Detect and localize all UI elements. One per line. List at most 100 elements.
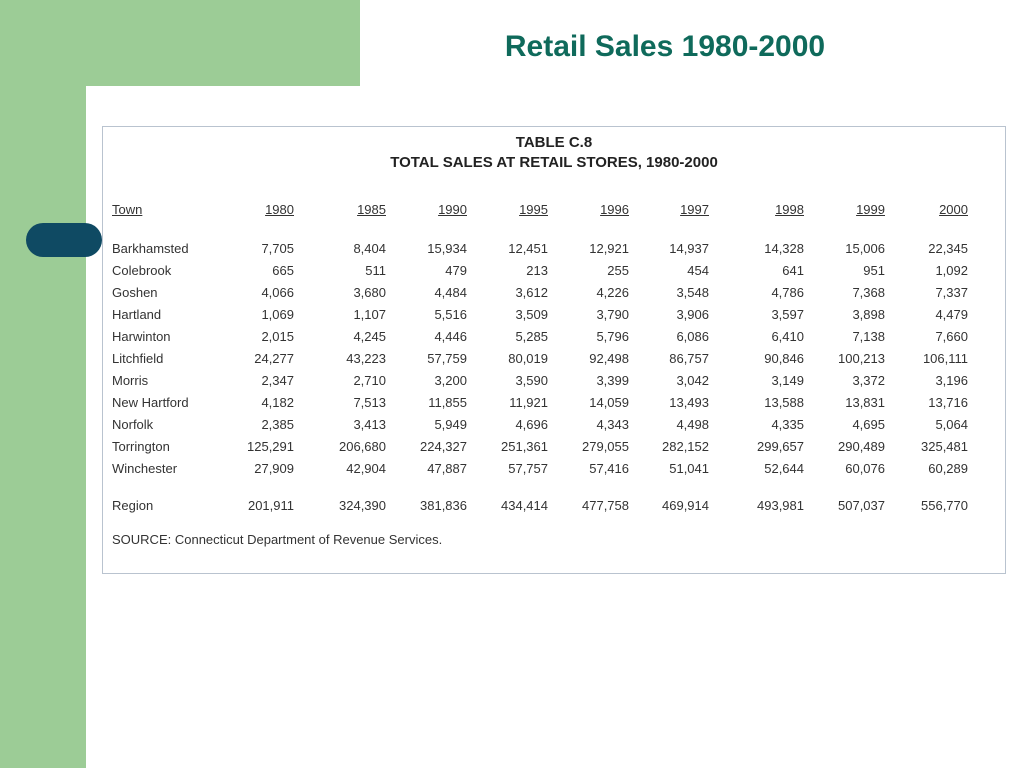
sales-value-cell: 13,716 [928,394,968,410]
town-name-cell: Norfolk [112,416,154,432]
column-header-town: Town [112,201,143,217]
table-row: Colebrook 665 511 479 213 255 454 641 951 1,092 [112,259,968,281]
retail-sales-table-image: TABLE C.8 TOTAL SALES AT RETAIL STORES, … [102,126,1006,574]
sales-value-cell: 3,149 [771,372,804,388]
column-header-1980: 1980 [265,201,294,217]
town-name-cell: Morris [112,372,149,388]
sales-value-cell: 6,086 [676,328,709,344]
sales-value-cell: 493,981 [757,497,804,513]
sales-value-cell: 14,937 [669,240,709,256]
sales-value-cell: 2,015 [261,328,294,344]
town-name-cell: Region [112,497,154,513]
sales-value-cell: 3,906 [676,306,709,322]
sales-value-cell: 4,498 [676,416,709,432]
sales-value-cell: 100,213 [838,350,885,366]
table-row: Litchfield 24,277 43,223 57,759 80,019 92,498… [112,347,968,369]
sales-value-cell: 13,831 [845,394,885,410]
sales-value-cell: 299,657 [757,438,804,454]
sales-value-cell: 3,548 [676,284,709,300]
sales-value-cell: 3,042 [676,372,709,388]
sales-value-cell: 3,790 [596,306,629,322]
sales-value-cell: 7,705 [261,240,294,256]
sales-value-cell: 3,196 [935,372,968,388]
sales-value-cell: 57,759 [427,350,467,366]
town-name-cell: Colebrook [112,262,172,278]
sales-value-cell: 3,509 [515,306,548,322]
sales-value-cell: 13,588 [764,394,804,410]
sales-value-cell: 511 [365,262,386,278]
table-row: Harwinton 2,015 4,245 4,446 5,285 5,796 6,086 6… [112,325,968,347]
sales-value-cell: 4,446 [434,328,467,344]
town-name-cell: New Hartford [112,394,189,410]
sales-value-cell: 282,152 [662,438,709,454]
sales-value-cell: 3,597 [771,306,804,322]
column-header-1985: 1985 [357,201,386,217]
sales-value-cell: 8,404 [353,240,386,256]
column-header-1996: 1996 [600,201,629,217]
sales-table: Town 1980 1985 1990 1995 1996 1997 1998 … [112,199,968,516]
sales-value-cell: 4,335 [771,416,804,432]
sales-value-cell: 7,513 [353,394,386,410]
sales-value-cell: 1,069 [261,306,294,322]
sales-value-cell: 3,898 [852,306,885,322]
sales-value-cell: 4,696 [515,416,548,432]
town-name-cell: Torrington [112,438,170,454]
town-name-cell: Hartland [112,306,162,322]
sales-value-cell: 4,182 [261,394,294,410]
sales-value-cell: 43,223 [346,350,386,366]
sales-value-cell: 12,451 [508,240,548,256]
sales-value-cell: 5,796 [596,328,629,344]
town-name-cell: Harwinton [112,328,171,344]
table-heading: TOTAL SALES AT RETAIL STORES, 1980-2000 [390,154,718,171]
table-row: Torrington 125,291 206,680 224,327 251,361 27… [112,435,968,457]
sales-value-cell: 3,413 [353,416,386,432]
sales-value-cell: 4,479 [935,306,968,322]
sales-value-cell: 24,277 [254,350,294,366]
region-spacer [112,479,968,494]
slide-title: Retail Sales 1980-2000 [504,30,826,63]
sales-value-cell: 224,327 [420,438,467,454]
sales-value-cell: 15,934 [427,240,467,256]
sales-value-cell: 3,200 [434,372,467,388]
table-number: TABLE C.8 [515,134,593,151]
sales-value-cell: 106,111 [922,350,968,366]
left-green-band [0,0,86,768]
sales-value-cell: 57,416 [589,460,629,476]
sales-value-cell: 12,921 [589,240,629,256]
sales-value-cell: 14,059 [589,394,629,410]
sales-value-cell: 4,343 [596,416,629,432]
sales-value-cell: 5,516 [434,306,467,322]
sales-value-cell: 206,680 [339,438,386,454]
sales-value-cell: 5,949 [434,416,467,432]
sales-value-cell: 22,345 [928,240,968,256]
column-header-1998: 1998 [775,201,804,217]
table-row: Barkhamsted 7,705 8,404 15,934 12,451 12,921 1… [112,237,968,259]
sales-value-cell: 951 [863,262,885,278]
sales-value-cell: 57,757 [508,460,548,476]
sales-value-cell: 507,037 [838,497,885,513]
sales-value-cell: 4,786 [771,284,804,300]
sales-value-cell: 201,911 [247,497,294,513]
sales-value-cell: 479 [445,262,467,278]
table-row: New Hartford 4,182 7,513 11,855 11,921 14,059… [112,391,968,413]
sales-value-cell: 3,399 [596,372,629,388]
table-row: Norfolk 2,385 3,413 5,949 4,696 4,343 4,498 4,3… [112,413,968,435]
table-row: Goshen 4,066 3,680 4,484 3,612 4,226 3,548 4,78… [112,281,968,303]
sales-value-cell: 469,914 [662,497,709,513]
sales-value-cell: 47,887 [427,460,467,476]
sales-value-cell: 86,757 [669,350,709,366]
sales-value-cell: 4,695 [852,416,885,432]
sales-value-cell: 125,291 [247,438,294,454]
sales-value-cell: 3,372 [852,372,885,388]
sales-value-cell: 434,414 [501,497,548,513]
navy-pill-decoration [26,223,102,257]
sales-value-cell: 92,498 [589,350,629,366]
town-name-cell: Litchfield [112,350,164,366]
sales-value-cell: 213 [526,262,548,278]
column-header-2000: 2000 [939,201,968,217]
sales-value-cell: 80,019 [508,350,548,366]
table-row: Morris 2,347 2,710 3,200 3,590 3,399 3,042 3,14… [112,369,968,391]
sales-value-cell: 2,385 [261,416,294,432]
sales-value-cell: 11,921 [509,394,548,410]
sales-value-cell: 3,612 [515,284,548,300]
